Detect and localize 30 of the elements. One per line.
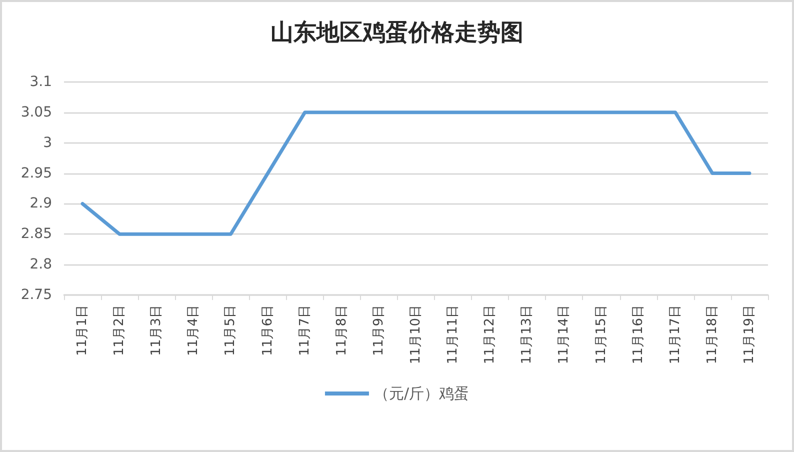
x-tick-label: 11月11日 bbox=[446, 305, 461, 364]
x-tick-label: 11月5日 bbox=[223, 305, 238, 356]
x-tick-label: 11月16日 bbox=[630, 305, 646, 364]
x-tick-label: 11月8日 bbox=[334, 305, 350, 356]
x-tick-label: 11月14日 bbox=[556, 305, 572, 364]
legend-label: （元/斤）鸡蛋 bbox=[374, 384, 470, 402]
y-tick-label: 3 bbox=[43, 134, 52, 151]
x-tick-label: 11月7日 bbox=[297, 305, 312, 356]
x-tick-label: 11月6日 bbox=[260, 305, 276, 356]
x-tick-label: 11月2日 bbox=[112, 305, 128, 356]
chart-title: 山东地区鸡蛋价格走势图 bbox=[270, 19, 524, 46]
y-tick-label: 2.8 bbox=[30, 256, 52, 273]
x-tick-label: 11月1日 bbox=[75, 305, 90, 356]
y-tick-label: 2.95 bbox=[20, 165, 52, 182]
y-tick-label: 2.85 bbox=[20, 226, 52, 242]
x-tick-label: 11月17日 bbox=[668, 305, 683, 364]
x-tick-label: 11月19日 bbox=[742, 305, 757, 364]
x-tick-label: 11月12日 bbox=[482, 305, 498, 364]
y-tick-label: 2.9 bbox=[30, 196, 52, 212]
x-tick-label: 11月18日 bbox=[704, 305, 720, 364]
y-tick-label: 2.75 bbox=[20, 287, 52, 303]
y-tick-label: 3.1 bbox=[30, 74, 52, 90]
x-tick-label: 11月15日 bbox=[594, 305, 609, 364]
x-tick-label: 11月13日 bbox=[520, 305, 535, 364]
x-tick-label: 11月4日 bbox=[186, 305, 202, 356]
x-tick-label: 11月10日 bbox=[408, 305, 424, 364]
x-tick-label: 11月9日 bbox=[371, 305, 386, 356]
x-tick-label: 11月3日 bbox=[149, 305, 164, 356]
y-tick-label: 3.05 bbox=[20, 104, 52, 120]
line-series bbox=[80, 110, 752, 236]
